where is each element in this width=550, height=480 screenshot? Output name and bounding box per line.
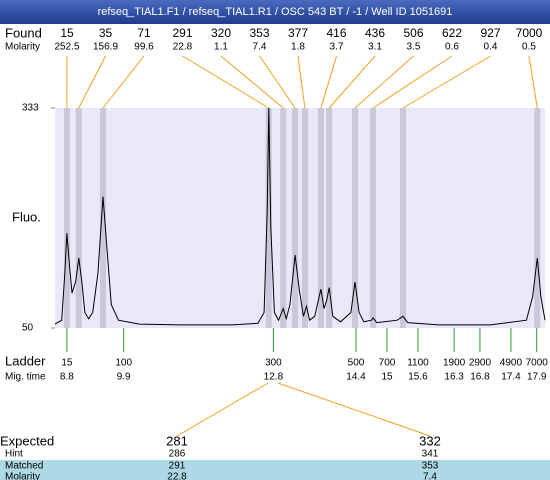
ladder-time: 9.9 xyxy=(117,372,131,383)
found-link xyxy=(297,55,306,109)
ladder-size: 1900 xyxy=(443,358,466,369)
matched-rows-bg xyxy=(0,460,550,480)
found-size: 291 xyxy=(172,26,192,40)
found-size: 353 xyxy=(249,26,269,40)
ladder-time: 16.3 xyxy=(444,372,464,383)
molarity-label: Molarity xyxy=(5,42,40,53)
table-cell: 7.4 xyxy=(423,472,437,480)
row-label: Matched xyxy=(5,461,43,472)
row-label: Hint xyxy=(5,449,23,460)
found-molarity: 7.4 xyxy=(253,42,267,53)
y-label: Fluo. xyxy=(12,209,41,224)
found-molarity: 3.1 xyxy=(368,42,382,53)
title-bar xyxy=(0,0,550,24)
ladder-size: 700 xyxy=(379,358,396,369)
y-tick-label: 50 xyxy=(22,323,34,334)
found-band xyxy=(265,108,272,328)
found-size: 15 xyxy=(60,26,74,40)
ladder-size: 500 xyxy=(348,358,365,369)
found-molarity: 1.8 xyxy=(291,42,305,53)
found-molarity: 156.9 xyxy=(93,42,118,53)
expected-link xyxy=(277,382,431,437)
mig-time-label: Mig. time xyxy=(5,372,46,383)
ladder-label: Ladder xyxy=(5,353,46,368)
found-molarity: 22.8 xyxy=(173,42,193,53)
found-band xyxy=(370,108,377,328)
found-link xyxy=(372,55,453,109)
found-link xyxy=(182,55,270,109)
y-tick-label: 333 xyxy=(22,103,39,114)
ladder-time: 17.9 xyxy=(527,372,547,383)
ladder-size: 7000 xyxy=(526,358,549,369)
found-band xyxy=(534,108,541,328)
found-molarity: 99.6 xyxy=(134,42,154,53)
found-link xyxy=(354,55,414,109)
found-size: 320 xyxy=(211,26,231,40)
found-size: 71 xyxy=(137,26,151,40)
ladder-size: 2900 xyxy=(469,358,492,369)
found-size: 416 xyxy=(326,26,346,40)
ladder-time: 15.6 xyxy=(408,372,428,383)
found-molarity: 1.1 xyxy=(214,42,228,53)
found-link xyxy=(528,55,538,109)
ladder-time: 16.8 xyxy=(470,372,490,383)
table-cell: 281 xyxy=(166,433,188,448)
ladder-time: 8.8 xyxy=(60,372,74,383)
found-molarity: 0.4 xyxy=(484,42,498,53)
ladder-size: 1100 xyxy=(407,358,429,369)
ladder-size: 300 xyxy=(265,358,282,369)
table-cell: 286 xyxy=(169,449,186,460)
trace xyxy=(54,107,546,326)
found-band xyxy=(292,108,299,328)
found-link xyxy=(402,55,491,109)
table-cell: 332 xyxy=(419,433,441,448)
table-cell: 22.8 xyxy=(167,472,187,480)
found-band xyxy=(75,108,82,328)
table-cell: 341 xyxy=(422,449,439,460)
ladder-time: 12.8 xyxy=(264,372,284,383)
ladder-size: 100 xyxy=(115,358,132,369)
found-molarity: 3.7 xyxy=(330,42,344,53)
expected-link xyxy=(176,382,269,437)
found-band xyxy=(317,108,324,328)
row-label: Molarity xyxy=(5,472,40,480)
found-size: 927 xyxy=(480,26,500,40)
found-band xyxy=(280,108,287,328)
table-cell: 353 xyxy=(422,461,439,472)
found-link xyxy=(78,55,106,109)
ladder-size: 15 xyxy=(61,358,73,369)
table-cell: 291 xyxy=(169,461,186,472)
found-link xyxy=(320,55,337,109)
found-link xyxy=(259,55,296,109)
found-label: Found xyxy=(5,25,42,40)
found-size: 35 xyxy=(99,26,113,40)
ladder-time: 15 xyxy=(381,372,393,383)
found-molarity: 0.5 xyxy=(522,42,536,53)
found-size: 377 xyxy=(288,26,308,40)
found-band xyxy=(301,108,308,328)
title: refseq_TIAL1.F1 / refseq_TIAL1.R1 / OSC … xyxy=(98,6,453,18)
found-size: 506 xyxy=(403,26,423,40)
found-link xyxy=(220,55,284,109)
ladder-time: 17.4 xyxy=(501,372,521,383)
found-size: 436 xyxy=(365,26,385,40)
found-link xyxy=(328,55,376,109)
found-size: 7000 xyxy=(516,26,543,40)
found-band xyxy=(100,108,107,328)
found-band xyxy=(326,108,333,328)
found-size: 622 xyxy=(442,26,462,40)
found-band xyxy=(351,108,358,328)
ladder-size: 4900 xyxy=(500,358,523,369)
found-link xyxy=(102,55,145,109)
found-molarity: 0.6 xyxy=(445,42,459,53)
ladder-time: 14.4 xyxy=(346,372,366,383)
found-band xyxy=(400,108,407,328)
found-molarity: 3.5 xyxy=(407,42,421,53)
found-band xyxy=(63,108,70,328)
found-molarity: 252.5 xyxy=(54,42,79,53)
row-label: Expected xyxy=(0,433,54,448)
